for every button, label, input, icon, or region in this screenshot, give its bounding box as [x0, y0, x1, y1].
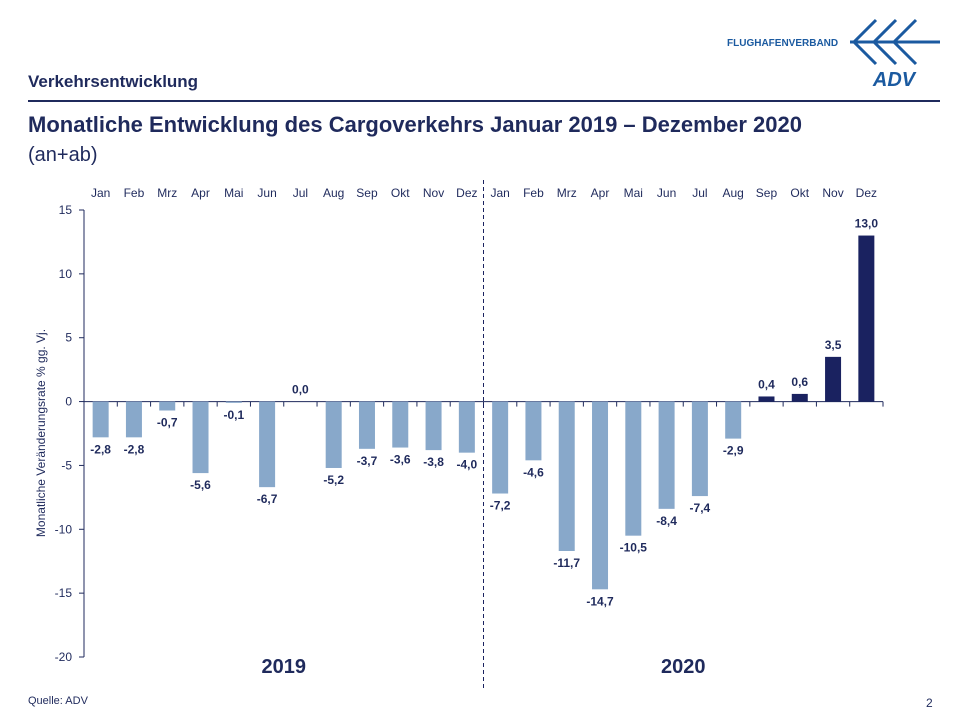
bar	[159, 401, 176, 411]
x-tick-label: Apr	[591, 186, 610, 200]
data-label: -0,7	[157, 416, 178, 430]
x-tick-label: Sep	[356, 186, 378, 200]
bar	[725, 401, 742, 439]
svg-text:ADV: ADV	[872, 69, 917, 88]
bar	[425, 401, 442, 451]
x-tick-label: Dez	[856, 186, 877, 200]
x-tick-label: Okt	[790, 186, 809, 200]
bar	[392, 401, 409, 448]
bar	[791, 393, 808, 402]
page-subtitle: (an+ab)	[28, 144, 98, 166]
x-tick-label: Jul	[692, 186, 707, 200]
x-tick-label: Jul	[293, 186, 308, 200]
data-label: -5,2	[323, 473, 344, 487]
y-tick-label: -15	[55, 586, 73, 600]
page-number: 2	[926, 696, 933, 710]
data-label: 0,4	[758, 377, 775, 391]
x-tick-label: Feb	[124, 186, 145, 200]
x-tick-label: Dez	[456, 186, 477, 200]
x-tick-label: Jun	[257, 186, 276, 200]
x-tick-label: Jan	[490, 186, 509, 200]
header-divider	[28, 100, 940, 102]
page-title: Monatliche Entwicklung des Cargoverkehrs…	[28, 112, 802, 137]
bar	[691, 401, 708, 497]
data-label: -10,5	[620, 541, 648, 555]
bar	[758, 396, 775, 402]
section-title: Verkehrsentwicklung	[28, 72, 199, 91]
x-tick-label: Nov	[423, 186, 444, 200]
bar	[325, 401, 342, 468]
x-tick-label: Sep	[756, 186, 778, 200]
bar	[858, 235, 875, 402]
data-label: -2,8	[90, 442, 111, 456]
y-tick-label: 10	[59, 267, 73, 281]
y-tick-label: 5	[65, 331, 72, 345]
bar	[625, 401, 642, 536]
x-tick-label: Aug	[723, 186, 744, 200]
x-tick-label: Mrz	[157, 186, 177, 200]
data-label: -4,0	[457, 458, 478, 472]
bar	[192, 401, 209, 474]
data-label: -6,7	[257, 492, 278, 506]
data-label: -2,8	[124, 442, 145, 456]
y-tick-label: -20	[55, 650, 73, 664]
x-tick-label: Mai	[224, 186, 243, 200]
x-tick-label: Mai	[624, 186, 643, 200]
x-tick-label: Okt	[391, 186, 410, 200]
year-label: 2019	[262, 656, 307, 678]
bar	[658, 401, 675, 509]
bar	[125, 401, 142, 438]
bar	[825, 356, 842, 402]
data-label: -3,7	[357, 454, 378, 468]
x-tick-label: Feb	[523, 186, 544, 200]
x-tick-label: Mrz	[557, 186, 577, 200]
bar	[492, 401, 509, 494]
data-label: -2,9	[723, 444, 744, 458]
data-label: -14,7	[586, 594, 614, 608]
y-tick-label: 0	[65, 395, 72, 409]
bar	[525, 401, 542, 461]
data-label: -3,8	[423, 455, 444, 469]
data-label: 0,6	[791, 375, 808, 389]
year-label: 2020	[661, 656, 706, 678]
x-tick-label: Apr	[191, 186, 210, 200]
data-label: -0,1	[223, 408, 244, 422]
y-tick-label: -10	[55, 522, 73, 536]
x-tick-label: Nov	[822, 186, 843, 200]
data-label: 3,5	[825, 338, 842, 352]
x-tick-label: Jan	[91, 186, 110, 200]
data-label: -7,4	[690, 501, 711, 515]
data-label: -8,4	[656, 514, 677, 528]
bar	[592, 401, 609, 590]
data-label: -4,6	[523, 465, 544, 479]
bar	[225, 401, 242, 403]
data-label: 0,0	[292, 383, 309, 397]
y-tick-label: 15	[59, 203, 73, 217]
data-label: -11,7	[553, 556, 580, 570]
x-tick-label: Aug	[323, 186, 344, 200]
data-label: -5,6	[190, 478, 211, 492]
data-label: 13,0	[855, 217, 879, 231]
bar	[458, 401, 475, 453]
y-axis-label: Monatliche Veränderungsrate % gg. Vj.	[34, 329, 48, 537]
x-tick-label: Jun	[657, 186, 676, 200]
adv-logo-icon: ADV	[850, 18, 940, 88]
bar	[558, 401, 575, 551]
data-label: -7,2	[490, 499, 511, 513]
bar	[92, 401, 109, 438]
source-note: Quelle: ADV	[28, 695, 88, 707]
bar	[259, 401, 276, 488]
logo-text: FLUGHAFENVERBAND	[727, 38, 839, 49]
y-tick-label: -5	[61, 458, 72, 472]
bar	[358, 401, 375, 449]
data-label: -3,6	[390, 453, 411, 467]
